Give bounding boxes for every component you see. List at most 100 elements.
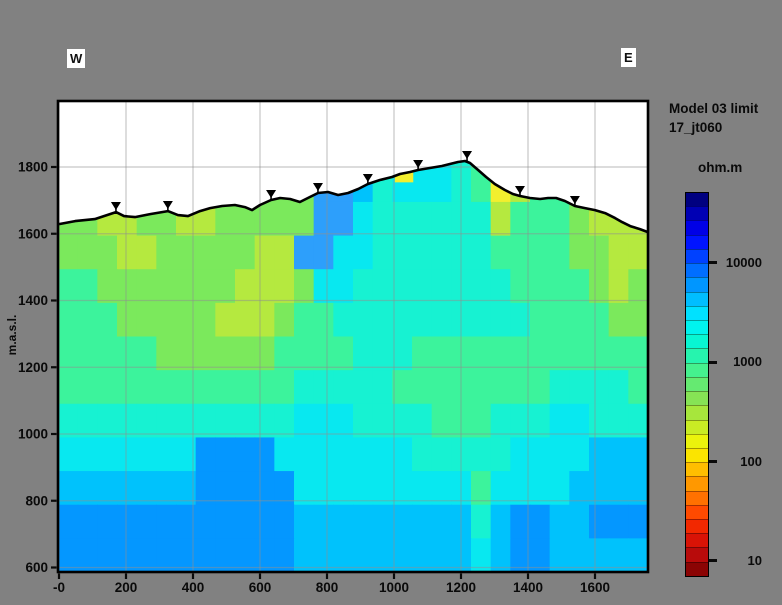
grid-cell: [215, 336, 236, 371]
grid-cell: [471, 201, 492, 237]
grid-cell: [97, 403, 118, 439]
grid-cell: [97, 370, 118, 405]
grid-cell: [471, 269, 492, 304]
grid-cell: [589, 504, 610, 539]
grid-cell: [176, 269, 197, 304]
grid-cell: [77, 370, 98, 405]
grid-cell: [628, 471, 649, 506]
grid-cell: [392, 269, 413, 304]
colorbar-segment: [686, 405, 708, 420]
grid-cell: [117, 235, 138, 270]
legend-title-line2: 17_jt060: [669, 120, 723, 135]
grid-cell: [412, 504, 433, 539]
grid-cell: [235, 437, 256, 472]
grid-cell: [313, 336, 334, 371]
grid-cell: [510, 370, 531, 405]
grid-cell: [313, 302, 334, 338]
grid-cell: [294, 235, 315, 270]
y-axis-title: m.a.s.l.: [5, 315, 19, 356]
grid-cell: [530, 403, 551, 439]
grid-cell: [530, 471, 551, 506]
grid-cell: [274, 538, 295, 573]
grid-cell: [254, 437, 275, 472]
colorbar-segment: [686, 376, 708, 392]
colorbar-segment: [686, 348, 708, 363]
grid-cell: [372, 235, 393, 270]
x-tick-label: 200: [115, 580, 138, 595]
grid-cell: [195, 504, 216, 539]
grid-cell: [333, 235, 354, 270]
grid-cell: [156, 235, 177, 270]
grid-cell: [77, 269, 98, 304]
grid-cell: [294, 403, 315, 439]
grid-cell: [235, 538, 256, 573]
colorbar-segment: [686, 319, 708, 335]
grid-cell: [235, 370, 256, 405]
grid-cell: [313, 235, 334, 270]
y-tick-label: 1800: [18, 160, 48, 175]
grid-cell: [372, 269, 393, 304]
grid-cell: [333, 538, 354, 573]
grid-cell: [490, 403, 511, 439]
colorbar-segment: [686, 533, 708, 548]
grid-cell: [353, 235, 374, 270]
x-tick-label: 1200: [446, 580, 476, 595]
grid-cell: [510, 538, 531, 573]
grid-cell: [274, 403, 295, 439]
x-tick-label: 1000: [379, 580, 409, 595]
grid-cell: [372, 471, 393, 506]
grid-cell: [333, 437, 354, 472]
colorbar-segment: [686, 305, 708, 320]
station-marker: [569, 196, 580, 205]
colorbar-tick-label: 1000: [733, 354, 762, 370]
grid-cell: [392, 471, 413, 506]
west-direction-label: W: [67, 49, 86, 68]
grid-cell: [58, 302, 79, 338]
grid-cell: [412, 168, 433, 203]
grid-cell: [569, 302, 590, 338]
grid-cell: [392, 538, 413, 573]
grid-cell: [530, 235, 551, 270]
grid-cell: [569, 201, 590, 237]
grid-cell: [117, 336, 138, 371]
grid-cell: [353, 437, 374, 472]
grid-cell: [294, 538, 315, 573]
grid-cell: [77, 538, 98, 573]
grid-cell: [628, 538, 649, 573]
grid-cell: [195, 235, 216, 270]
grid-cell: [195, 437, 216, 472]
colorbar-segment: [686, 263, 708, 278]
colorbar-segment: [686, 433, 708, 448]
grid-cell: [294, 370, 315, 405]
grid-cell: [156, 269, 177, 304]
grid-cell: [412, 471, 433, 506]
grid-cell: [97, 235, 118, 270]
grid-cell: [117, 538, 138, 573]
grid-cell: [372, 370, 393, 405]
grid-cell: [490, 235, 511, 270]
grid-cell: [471, 437, 492, 472]
colorbar-unit-label: ohm.m: [698, 160, 743, 175]
grid-cell: [353, 201, 374, 237]
grid-cell: [353, 538, 374, 573]
grid-cell: [569, 336, 590, 371]
grid-cell: [97, 538, 118, 573]
grid-cell: [353, 471, 374, 506]
x-tick-label: 800: [316, 580, 339, 595]
grid-cell: [136, 471, 157, 506]
grid-cell: [628, 269, 649, 304]
grid-cell: [156, 437, 177, 472]
grid-cell: [490, 302, 511, 338]
colorbar-segment: [686, 206, 708, 221]
grid-cell: [58, 235, 79, 270]
grid-cell: [431, 437, 452, 472]
grid-cell: [254, 235, 275, 270]
grid-cell: [608, 336, 629, 371]
station-marker: [312, 183, 323, 192]
y-tick-label: 1000: [18, 427, 48, 442]
colorbar-segment: [686, 419, 708, 434]
grid-cell: [372, 201, 393, 237]
grid-cell: [608, 437, 629, 472]
colorbar-tick-label: 100: [740, 453, 762, 469]
grid-cell: [274, 437, 295, 472]
